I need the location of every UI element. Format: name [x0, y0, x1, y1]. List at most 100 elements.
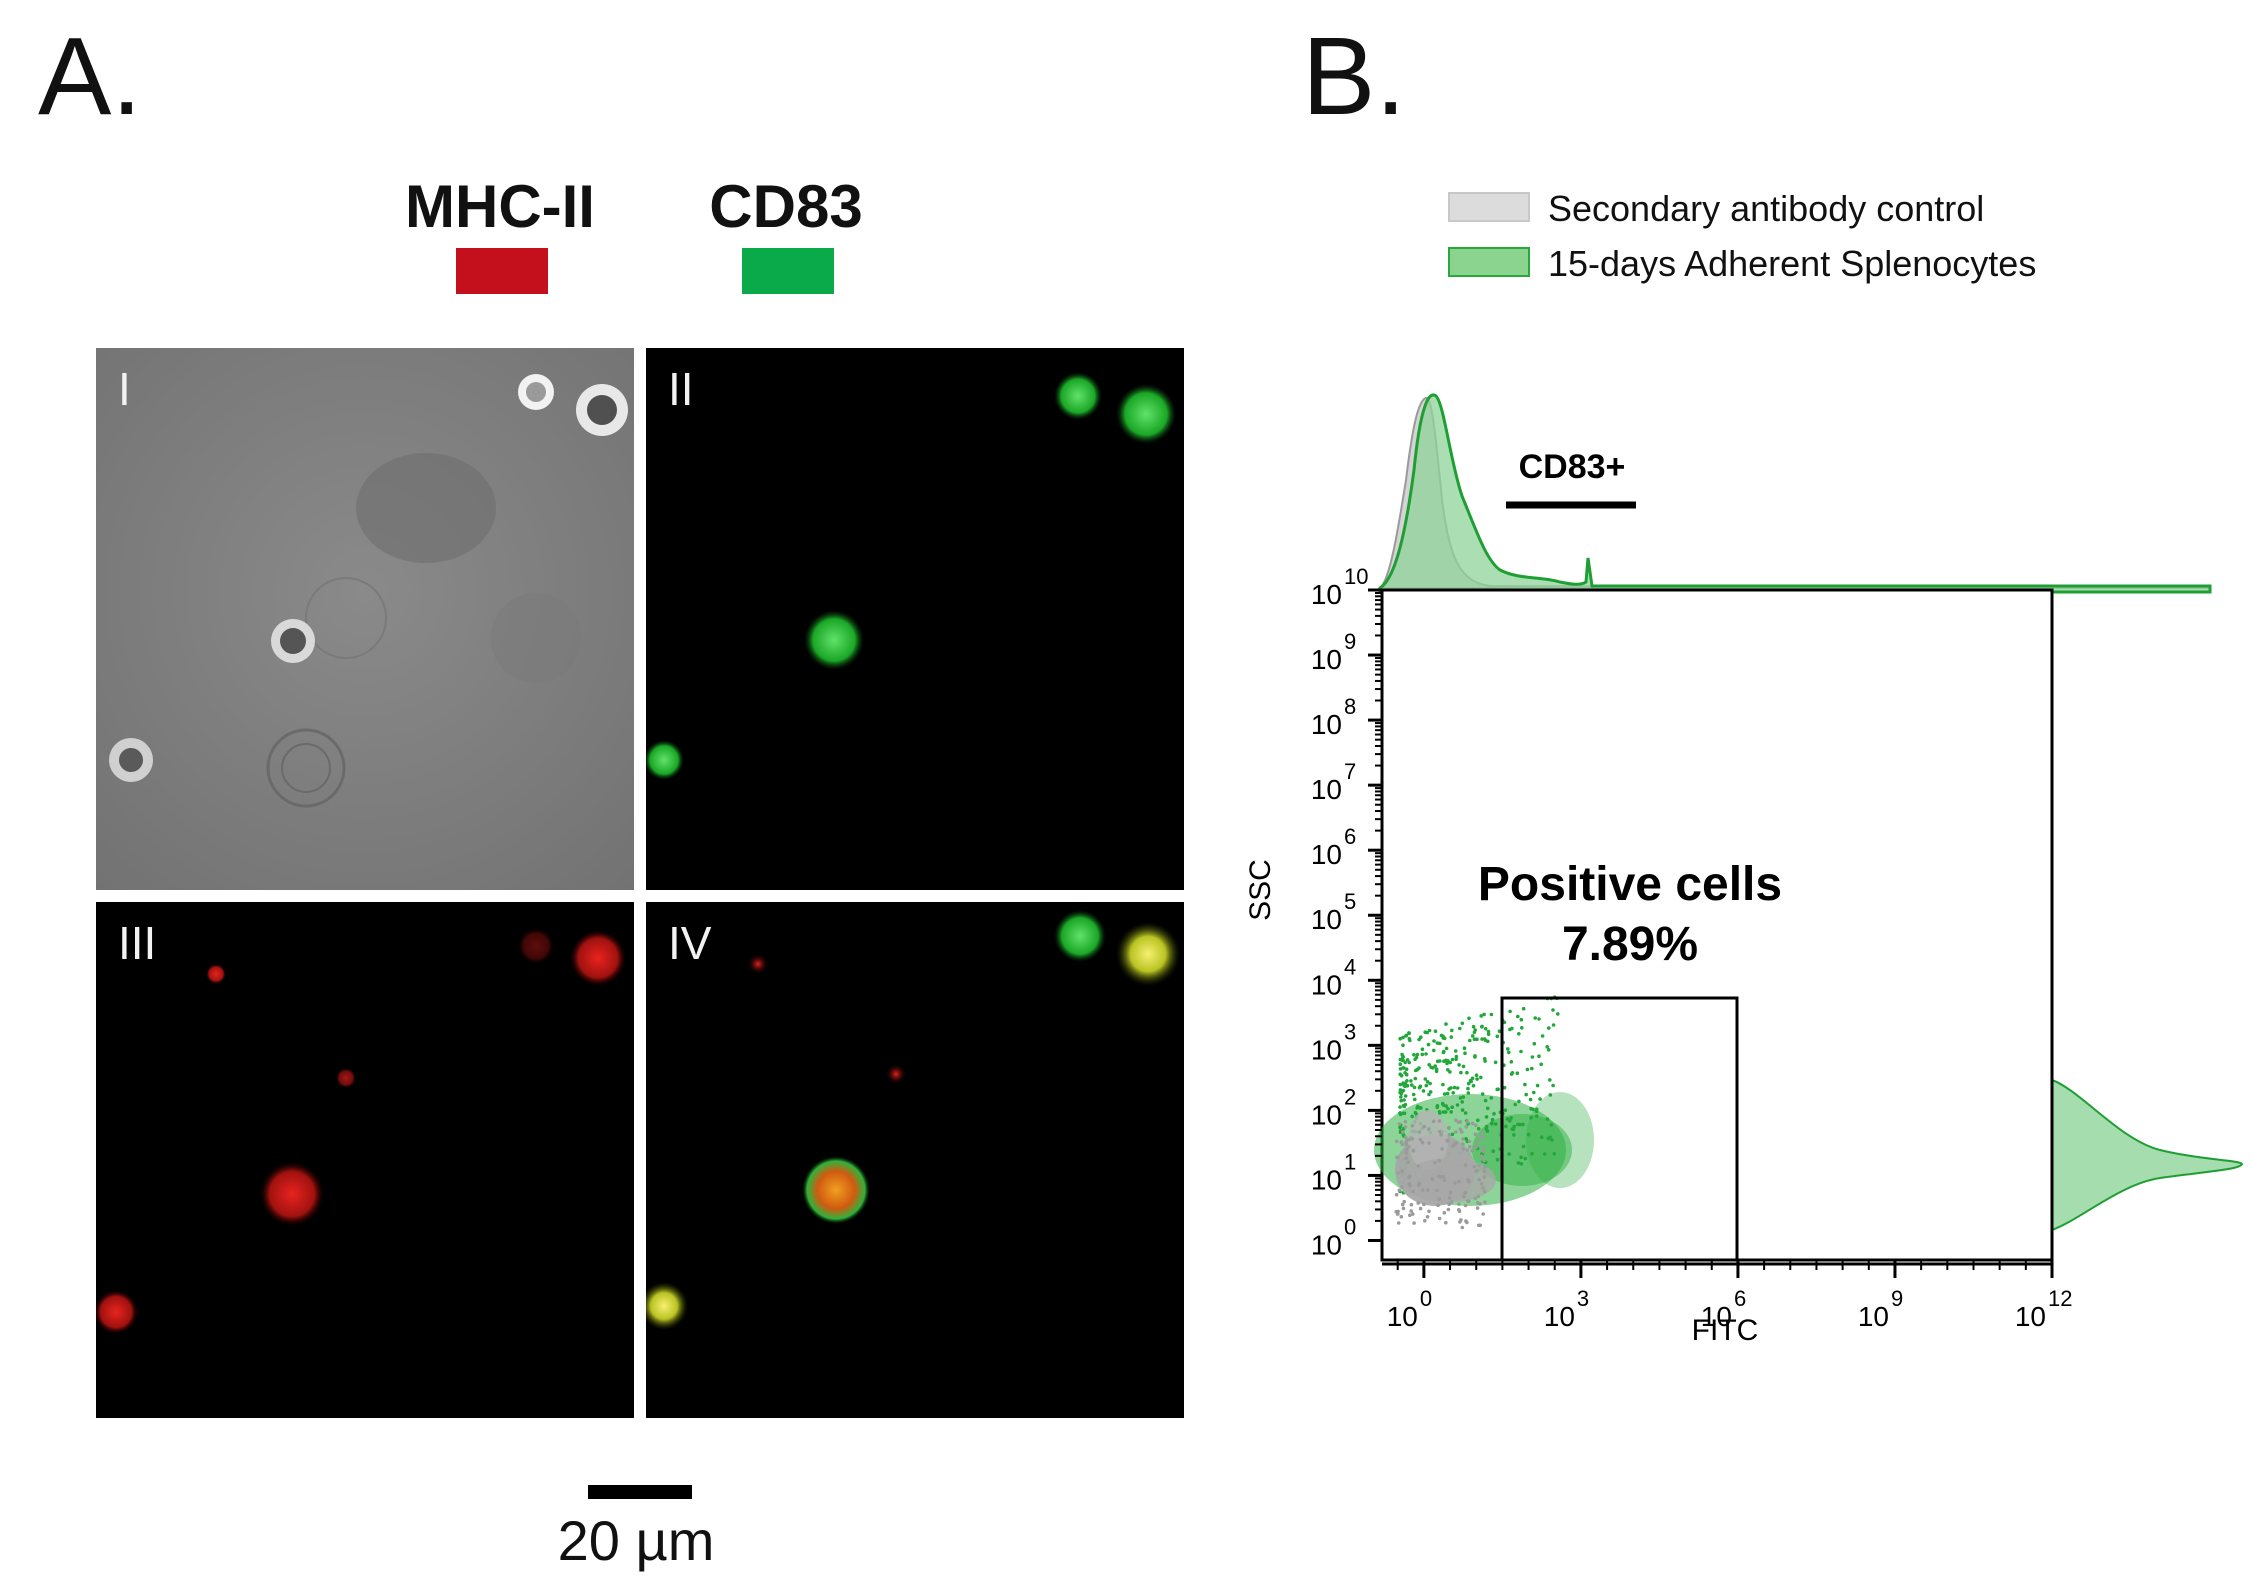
event-dot — [1521, 1144, 1526, 1149]
control-event-dot — [1475, 1206, 1480, 1210]
event-dot — [1424, 1083, 1429, 1088]
event-dot — [1495, 1034, 1500, 1039]
event-dot — [1449, 1035, 1454, 1039]
event-dot — [1398, 1105, 1402, 1109]
event-dot — [1450, 1132, 1455, 1137]
control-event-dot — [1474, 1145, 1478, 1149]
event-dot — [1428, 1090, 1433, 1094]
control-event-dot — [1461, 1142, 1465, 1146]
x-tick-label: 10 — [1544, 1301, 1575, 1332]
y-tick-exponent: 0 — [1344, 1214, 1356, 1239]
event-dot — [1431, 1066, 1435, 1070]
control-event-dot — [1465, 1119, 1470, 1124]
control-event-dot — [1396, 1155, 1400, 1160]
control-event-dot — [1474, 1123, 1478, 1127]
control-event-dot — [1411, 1148, 1415, 1153]
event-dot — [1548, 1093, 1553, 1097]
event-dot — [1515, 1071, 1520, 1075]
control-event-dot — [1463, 1191, 1467, 1195]
control-event-dot — [1407, 1175, 1411, 1180]
event-dot — [1548, 1078, 1552, 1082]
panel-a-label: A. — [38, 15, 142, 138]
event-dot — [1407, 1036, 1412, 1041]
event-dot — [1497, 1029, 1502, 1033]
event-dot — [1480, 1092, 1485, 1096]
event-dot — [1495, 1157, 1500, 1162]
control-event-dot — [1461, 1137, 1465, 1141]
brightfield-image — [96, 348, 634, 890]
event-dot — [1412, 1085, 1417, 1090]
event-dot — [1404, 1072, 1409, 1077]
event-dot — [1517, 1099, 1521, 1104]
event-dot — [1529, 1106, 1533, 1111]
control-event-dot — [1400, 1202, 1405, 1207]
event-dot — [1471, 1083, 1476, 1088]
image-numeral-i: I — [118, 363, 131, 415]
control-event-dot — [1399, 1140, 1403, 1144]
right-histogram — [2051, 1078, 2244, 1232]
image-numeral-iv: IV — [668, 917, 712, 969]
event-dot — [1438, 1041, 1442, 1046]
control-event-dot — [1452, 1142, 1457, 1147]
event-dot — [1509, 1060, 1514, 1064]
event-dot — [1460, 1100, 1464, 1104]
control-event-dot — [1422, 1124, 1426, 1129]
event-dot — [1534, 1109, 1539, 1114]
control-event-dot — [1447, 1125, 1451, 1130]
control-event-dot — [1397, 1122, 1402, 1126]
control-event-dot — [1439, 1174, 1443, 1179]
event-dot — [1470, 1076, 1475, 1081]
event-dot — [1547, 1026, 1551, 1030]
event-dot — [1508, 1009, 1512, 1014]
control-event-dot — [1482, 1169, 1487, 1174]
control-event-dot — [1401, 1130, 1405, 1134]
control-event-dot — [1464, 1219, 1468, 1223]
micrograph-brightfield: I — [96, 348, 634, 890]
y-tick-exponent: 6 — [1344, 824, 1356, 849]
event-dot — [1489, 1121, 1494, 1125]
event-dot — [1425, 1030, 1429, 1035]
event-dot — [1519, 1162, 1524, 1166]
event-dot — [1459, 1070, 1463, 1075]
control-event-dot — [1458, 1220, 1462, 1224]
event-dot — [1538, 1097, 1542, 1101]
y-tick-label: 10 — [1311, 774, 1342, 805]
control-event-dot — [1400, 1169, 1404, 1173]
event-dot — [1399, 1095, 1403, 1099]
event-dot — [1434, 1067, 1439, 1071]
event-dot — [1414, 1055, 1419, 1060]
y-axis-label: SSC — [1244, 859, 1277, 921]
control-event-dot — [1418, 1138, 1423, 1142]
event-dot — [1493, 1060, 1498, 1065]
event-dot — [1427, 1063, 1431, 1067]
event-dot — [1439, 1033, 1444, 1038]
event-dot — [1441, 1082, 1445, 1087]
control-event-dot — [1427, 1141, 1431, 1145]
control-event-dot — [1420, 1188, 1425, 1192]
event-dot — [1537, 1017, 1541, 1021]
event-dot — [1467, 1016, 1471, 1021]
control-event-dot — [1483, 1165, 1487, 1169]
event-dot — [1551, 1008, 1555, 1012]
event-dot — [1455, 1103, 1460, 1107]
control-event-dot — [1454, 1130, 1458, 1134]
cd83-image — [646, 372, 1176, 780]
control-event-dot — [1422, 1202, 1426, 1207]
control-event-dot — [1481, 1135, 1485, 1139]
event-dot — [1512, 1133, 1516, 1137]
control-event-dot — [1478, 1223, 1482, 1228]
control-event-dot — [1416, 1201, 1420, 1205]
micrograph-cd83: II — [646, 348, 1184, 890]
event-dot — [1405, 1058, 1410, 1062]
control-event-dot — [1431, 1119, 1436, 1124]
legend-mhc-label: MHC-II — [405, 173, 595, 240]
event-dot — [1476, 1126, 1481, 1131]
event-dot — [1519, 1049, 1523, 1054]
event-dot — [1479, 1075, 1483, 1080]
event-dot — [1516, 1014, 1520, 1019]
control-event-dot — [1473, 1132, 1478, 1136]
event-dot — [1468, 1078, 1473, 1083]
event-dot — [1427, 1028, 1432, 1033]
event-dot — [1551, 1023, 1556, 1027]
